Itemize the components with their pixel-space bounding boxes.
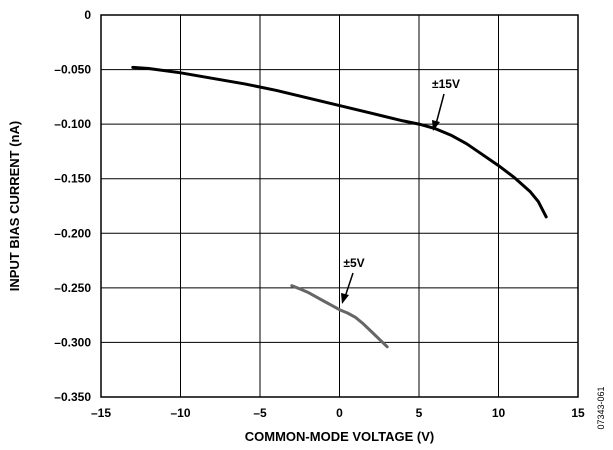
x-axis-title: COMMON-MODE VOLTAGE (V): [245, 429, 434, 444]
y-tick-label: –0.100: [54, 117, 91, 131]
x-tick-label: 0: [336, 406, 343, 420]
y-tick-label: –0.350: [54, 390, 91, 404]
y-axis-title: INPUT BIAS CURRENT (nA): [7, 121, 22, 291]
annotation-arrow-5v: [344, 272, 354, 298]
x-tick-label: 5: [416, 406, 423, 420]
annotation-5v: ±5V: [341, 256, 365, 304]
y-tick-label: –0.300: [54, 335, 91, 349]
annotation-arrow-15v: [435, 93, 445, 125]
x-tick-label: 15: [571, 406, 585, 420]
series-line-5v: [290, 284, 389, 349]
figure-code: 07343-061: [596, 386, 606, 429]
x-tick-label: –10: [170, 406, 190, 420]
series-line-15v: [131, 65, 548, 219]
y-tick-label: –0.200: [54, 226, 91, 240]
annotation-15v: ±15V: [432, 77, 460, 131]
y-tick-label: –0.250: [54, 281, 91, 295]
y-tick-label: 0: [84, 8, 91, 22]
series-label-5v: ±5V: [343, 256, 364, 270]
grid: [101, 15, 578, 397]
y-tick-labels: 0 –0.050 –0.100 –0.150 –0.200 –0.250 –0.…: [54, 8, 91, 404]
arrowhead-5v-icon: [341, 293, 349, 304]
arrowhead-15v-icon: [432, 120, 440, 131]
y-tick-label: –0.150: [54, 172, 91, 186]
series-lines: [131, 65, 548, 349]
series-label-15v: ±15V: [432, 77, 460, 91]
x-tick-label: –15: [91, 406, 111, 420]
plot-frame: [100, 14, 579, 398]
x-tick-label: –5: [253, 406, 267, 420]
y-tick-label: –0.050: [54, 63, 91, 77]
x-tick-label: 10: [492, 406, 506, 420]
x-tick-labels: –15 –10 –5 0 5 10 15: [91, 406, 585, 420]
